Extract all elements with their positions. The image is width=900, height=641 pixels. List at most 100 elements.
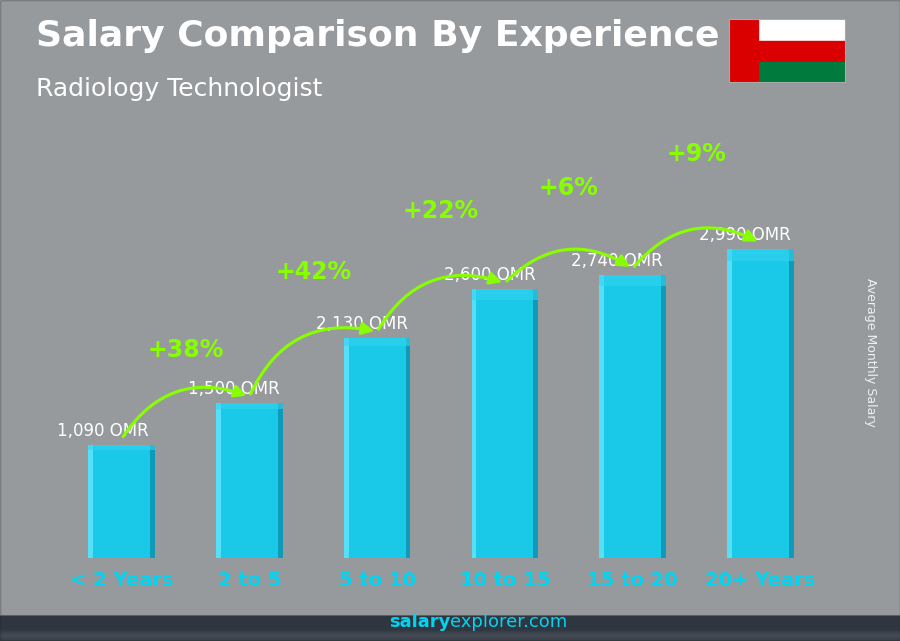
Bar — [88, 445, 155, 558]
Bar — [0, 628, 900, 641]
Bar — [0, 620, 900, 633]
Bar — [0, 618, 900, 631]
Bar — [0, 619, 900, 632]
Bar — [472, 289, 476, 558]
Bar — [344, 338, 410, 347]
Text: 2,600 OMR: 2,600 OMR — [444, 266, 536, 284]
Bar — [88, 445, 155, 449]
Bar — [0, 623, 900, 636]
Bar — [0, 617, 900, 630]
Bar — [0, 625, 900, 638]
Text: Radiology Technologist: Radiology Technologist — [36, 77, 322, 101]
Bar — [662, 275, 666, 558]
Text: explorer.com: explorer.com — [450, 613, 567, 631]
Bar — [472, 289, 538, 558]
Bar — [0, 625, 900, 638]
Bar — [0, 618, 900, 631]
Bar — [0, 628, 900, 641]
Bar — [0, 626, 900, 638]
Bar — [0, 627, 900, 640]
Text: < 2 Years: < 2 Years — [70, 570, 174, 590]
Text: 2,130 OMR: 2,130 OMR — [316, 315, 408, 333]
Bar — [344, 338, 410, 558]
Bar — [0, 618, 900, 631]
Bar — [0, 624, 900, 637]
Bar — [0, 627, 900, 640]
Bar — [729, 62, 846, 83]
Text: 2,990 OMR: 2,990 OMR — [699, 226, 791, 244]
Bar — [0, 617, 900, 629]
Bar — [599, 275, 666, 286]
Bar — [0, 627, 900, 640]
Text: Average Monthly Salary: Average Monthly Salary — [865, 278, 878, 427]
Bar — [0, 621, 900, 634]
Bar — [0, 628, 900, 640]
Bar — [727, 249, 732, 558]
Bar — [729, 19, 758, 83]
Bar — [344, 338, 348, 558]
Text: 1,090 OMR: 1,090 OMR — [57, 422, 148, 440]
Text: 15 to 20: 15 to 20 — [588, 570, 678, 590]
Bar — [0, 624, 900, 637]
Bar — [0, 623, 900, 636]
Bar — [0, 619, 900, 632]
Text: salary: salary — [389, 613, 450, 631]
Bar — [0, 619, 900, 631]
Bar — [0, 626, 900, 639]
Bar — [0, 620, 900, 633]
Text: 5 to 10: 5 to 10 — [338, 570, 416, 590]
Bar — [150, 445, 155, 558]
Bar — [0, 622, 900, 635]
Bar — [0, 624, 900, 637]
Bar — [727, 249, 794, 262]
Bar — [406, 338, 410, 558]
Bar — [0, 622, 900, 635]
Bar — [534, 289, 538, 558]
Text: Salary Comparison By Experience: Salary Comparison By Experience — [36, 19, 719, 53]
Bar — [216, 403, 283, 409]
Bar — [216, 403, 220, 558]
Bar — [472, 289, 538, 300]
Bar — [216, 403, 283, 558]
Bar — [0, 624, 900, 637]
Bar — [0, 620, 900, 633]
Bar — [0, 626, 900, 638]
Bar — [729, 40, 846, 62]
Bar — [0, 623, 900, 636]
Text: 2,740 OMR: 2,740 OMR — [572, 251, 663, 270]
Bar — [599, 275, 604, 558]
Text: +22%: +22% — [403, 199, 479, 223]
Bar — [0, 617, 900, 629]
Text: 10 to 15: 10 to 15 — [460, 570, 550, 590]
Text: +6%: +6% — [539, 176, 599, 201]
Bar — [729, 19, 846, 40]
Bar — [0, 622, 900, 635]
Bar — [0, 616, 900, 629]
Bar — [0, 624, 900, 637]
Bar — [0, 617, 900, 629]
Bar — [0, 621, 900, 634]
Bar — [0, 626, 900, 639]
Bar — [0, 620, 900, 633]
Text: 20+ Years: 20+ Years — [706, 570, 815, 590]
Text: 2 to 5: 2 to 5 — [218, 570, 281, 590]
Bar — [0, 616, 900, 629]
Bar — [0, 619, 900, 631]
Text: 1,500 OMR: 1,500 OMR — [188, 379, 280, 397]
Bar — [0, 626, 900, 638]
Bar — [278, 403, 283, 558]
Bar — [0, 622, 900, 635]
Text: +9%: +9% — [667, 142, 726, 166]
Text: +42%: +42% — [275, 260, 351, 284]
Text: +38%: +38% — [148, 338, 224, 363]
Bar — [0, 617, 900, 630]
Bar — [0, 620, 900, 633]
Bar — [0, 628, 900, 640]
Bar — [599, 275, 666, 558]
Bar — [0, 619, 900, 632]
Bar — [88, 445, 93, 558]
Bar — [727, 249, 794, 558]
Bar — [0, 615, 900, 628]
Bar — [0, 622, 900, 635]
Bar — [789, 249, 794, 558]
